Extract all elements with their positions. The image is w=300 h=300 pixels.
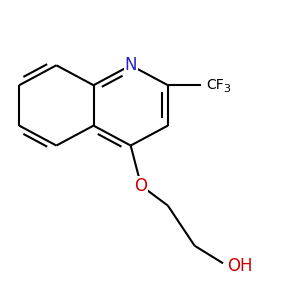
Text: OH: OH: [227, 257, 253, 275]
Text: O: O: [135, 177, 148, 195]
Text: N: N: [124, 56, 137, 74]
Text: CF: CF: [206, 78, 224, 92]
Text: 3: 3: [223, 84, 230, 94]
